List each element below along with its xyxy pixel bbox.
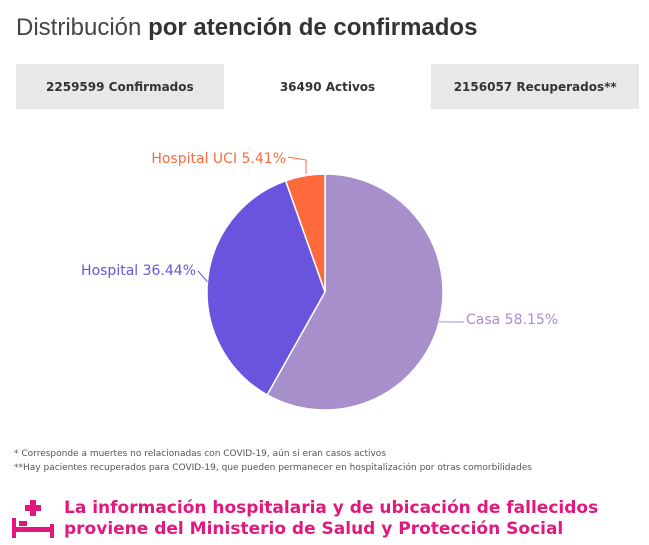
pie-slice-0 [266, 173, 444, 411]
slice-label-0: Casa 58.15% [466, 312, 558, 328]
slice-label-2: Hospital UCI 5.41% [151, 151, 286, 167]
chart-title: Distribución por atención de confirmados [16, 14, 477, 42]
leader-line-2 [287, 156, 307, 174]
source-message: La información hospitalaria y de ubicaci… [64, 498, 598, 540]
tab-confirmados[interactable]: 2259599 Confirmados [16, 64, 224, 109]
hospital-bed-icon [12, 500, 54, 538]
source-line-1: La información hospitalaria y de ubicaci… [64, 498, 599, 518]
leader-line-1 [197, 270, 208, 283]
slice-label-1: Hospital 36.44% [81, 263, 196, 279]
pie-chart-area: Casa 58.15% Hospital 36.44% Hospital UCI 5… [0, 110, 649, 440]
pie-slice-2 [284, 173, 326, 293]
title-light: Distribución [16, 14, 142, 41]
footnote-2: **Hay pacientes recuperados para COVID-1… [14, 463, 532, 473]
pie-chart: Casa 58.15% Hospital 36.44% Hospital UCI 5… [81, 151, 558, 411]
source-banner: La información hospitalaria y de ubicaci… [12, 496, 642, 542]
tab-bar: 2259599 Confirmados 36490 Activos 215605… [16, 64, 640, 109]
tab-activos[interactable]: 36490 Activos [223, 64, 432, 109]
footnote-1: * Corresponde a muertes no relacionadas … [14, 449, 387, 459]
title-bold: por atención de confirmados [148, 14, 478, 41]
tab-recuperados[interactable]: 2156057 Recuperados** [431, 64, 640, 109]
footnotes: * Corresponde a muertes no relacionadas … [14, 447, 532, 475]
source-line-2: proviene del Ministerio de Salud y Prote… [64, 519, 564, 539]
